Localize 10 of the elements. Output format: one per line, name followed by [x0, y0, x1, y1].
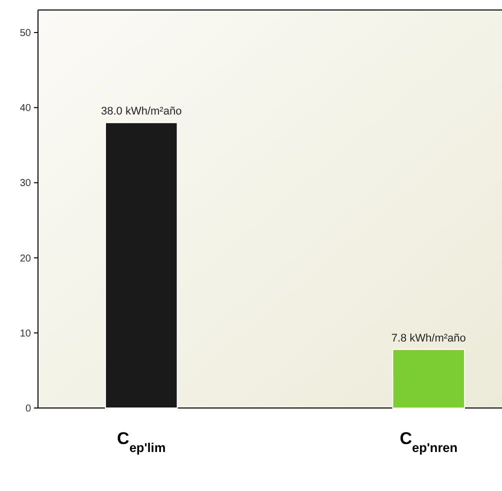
x-tick-label: C$_{ep'lim}$	[117, 429, 166, 454]
y-tick-label: 10	[20, 328, 32, 340]
y-tick-label: 30	[20, 178, 32, 190]
data-label: 38.0 kWh/m²año	[101, 106, 182, 118]
x-tick-label: C$_{ep'nren}$	[400, 429, 458, 454]
data-label: 7.8 kWh/m²año	[391, 332, 466, 344]
y-tick-label: 50	[20, 28, 32, 40]
y-tick-label: 20	[20, 253, 32, 264]
y-tick-label: 40	[20, 103, 32, 114]
y-tick-label: 0	[25, 404, 32, 414]
